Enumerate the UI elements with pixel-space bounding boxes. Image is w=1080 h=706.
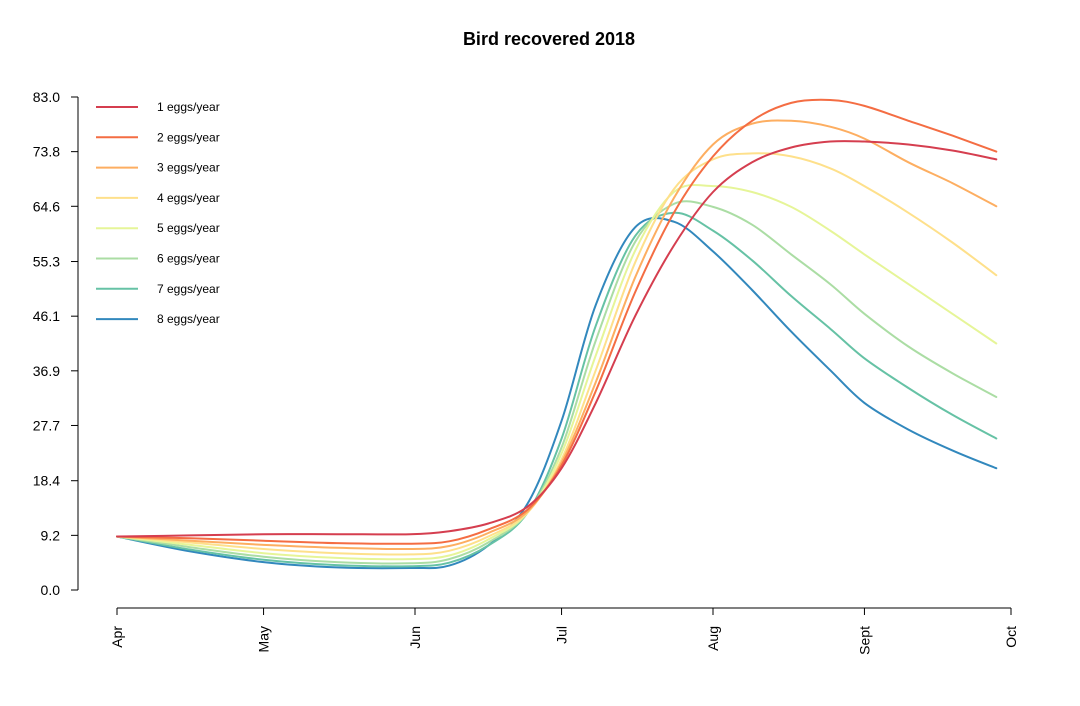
x-tick-label: Aug	[705, 626, 721, 651]
x-tick-label: Jun	[407, 626, 423, 649]
series-line	[116, 217, 998, 570]
chart-title: Bird recovered 2018	[463, 29, 635, 49]
y-tick-label: 0.0	[41, 582, 61, 598]
y-tick-label: 73.8	[33, 144, 60, 160]
series-line	[116, 139, 998, 538]
legend-label: 7 eggs/year	[157, 282, 220, 296]
series-line	[116, 152, 998, 556]
x-axis: Apr May Jun Jul Aug Sept Oct	[109, 607, 1019, 655]
legend-label: 1 eggs/year	[157, 100, 220, 114]
legend-label: 4 eggs/year	[157, 191, 220, 205]
legend-label: 2 eggs/year	[157, 130, 220, 144]
y-tick-label: 36.9	[33, 363, 60, 379]
series-line	[116, 211, 998, 568]
y-tick-label: 64.6	[33, 198, 60, 214]
series-line	[116, 183, 998, 561]
legend: 1 eggs/year 2 eggs/year 3 eggs/year 4 eggs/…	[96, 100, 220, 326]
y-tick-label: 55.3	[33, 254, 60, 270]
legend-label: 6 eggs/year	[157, 252, 220, 266]
legend-label: 5 eggs/year	[157, 221, 220, 235]
y-tick-label: 27.7	[33, 417, 60, 433]
y-tick-label: 46.1	[33, 308, 60, 324]
y-axis: 0.0 9.2 18.4 27.7 36.9 46.1 55.3 64.6 73.8 83.0	[33, 89, 79, 598]
x-tick-label: May	[256, 626, 272, 652]
series-line	[116, 119, 998, 551]
x-tick-label: Apr	[109, 626, 125, 648]
x-tick-label: Sept	[856, 626, 872, 655]
x-tick-label: Oct	[1003, 626, 1019, 648]
legend-label: 8 eggs/year	[157, 312, 220, 326]
series-group	[116, 98, 998, 570]
series-line	[116, 200, 998, 565]
series-line	[116, 98, 998, 545]
legend-label: 3 eggs/year	[157, 161, 220, 175]
y-tick-label: 18.4	[33, 473, 60, 489]
x-tick-label: Jul	[554, 626, 570, 644]
y-tick-label: 9.2	[41, 527, 61, 543]
y-tick-label: 83.0	[33, 89, 60, 105]
